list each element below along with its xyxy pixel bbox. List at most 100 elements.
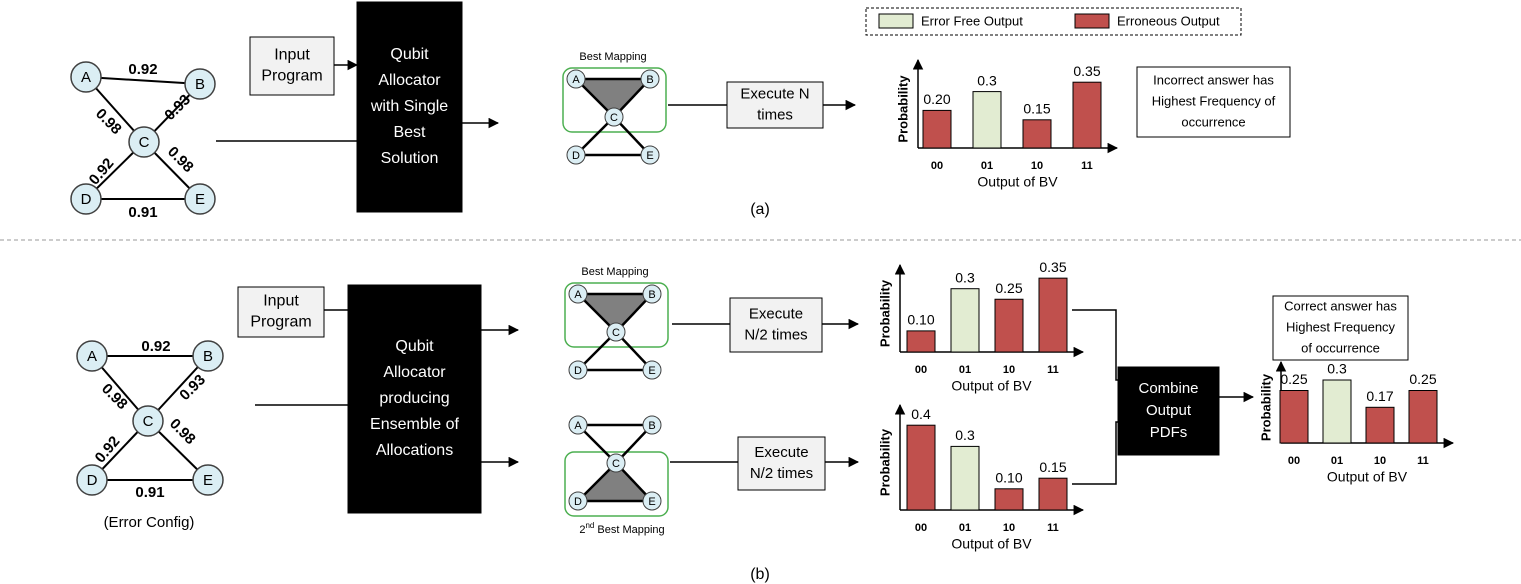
legend-label: Error Free Output [921,13,1023,28]
node-label: B [646,74,653,86]
caption: (a) [750,201,770,218]
node [70,61,102,93]
node-label: D [574,496,582,508]
node-label: A [574,420,582,432]
category-label: 01 [959,364,971,376]
box-text: Best [393,124,426,141]
mapping-label-part: Best Mapping [579,51,646,63]
node-label: A [81,69,91,86]
bar [994,298,1024,353]
bar [1038,477,1068,511]
node [642,360,662,380]
value-label: 0.25 [1280,371,1307,387]
box-text: Program [250,314,311,331]
legend-box [865,7,1242,36]
node [568,491,588,511]
box-text: Combine [1138,380,1198,397]
value-label: 0.35 [1073,63,1100,79]
y-axis-label: Probability [895,75,910,143]
box-text: Allocator [383,364,446,381]
node [184,183,216,215]
value-label: 0.3 [955,427,975,443]
value-label: 0.15 [1039,459,1066,475]
node-label: A [572,74,580,86]
node-label: B [195,76,205,93]
edge-weight: 0.98 [98,380,131,413]
node [642,284,662,304]
node-label: C [143,413,154,430]
value-label: 0.35 [1039,259,1066,275]
node [568,360,588,380]
node-label: C [612,458,620,470]
box-text: Qubit [395,338,434,355]
mapping-label: Best Mapping [579,51,646,63]
node [132,405,164,437]
mapping-label-part: 2 [579,524,585,536]
graph-label: (Error Config) [104,514,195,531]
bar [1365,406,1395,444]
box-text: Incorrect answer has [1153,72,1274,87]
category-label: 01 [1331,455,1343,467]
value-label: 0.25 [1409,371,1436,387]
node [568,284,588,304]
category-label: 11 [1047,364,1059,376]
box [1136,66,1291,138]
edge-weight: 0.98 [164,143,197,176]
connector [1072,309,1118,381]
bar [906,424,936,511]
box-text: Input [263,293,299,310]
box-text: N/2 times [750,465,813,482]
category-label: 00 [915,364,927,376]
bar [1038,277,1068,353]
box-text: Solution [381,150,439,167]
node [566,145,586,165]
y-axis-label: Probability [1258,373,1273,441]
node-label: A [87,348,97,365]
box-text: of occurrence [1301,340,1380,355]
category-label: 00 [931,160,943,172]
box-text: times [757,106,793,123]
node-label: E [648,496,655,508]
value-label: 0.20 [923,91,950,107]
box-text: Ensemble of [370,416,459,433]
value-label: 0.3 [977,72,997,88]
caption: (b) [750,566,770,583]
node [606,322,626,342]
node-label: A [574,289,582,301]
box [729,297,823,353]
category-label: 10 [1003,364,1015,376]
bar [950,445,980,511]
category-label: 00 [915,522,927,534]
mapped-triangle [576,79,650,117]
node [76,340,108,372]
bar [972,91,1002,149]
node-label: D [572,150,580,162]
node-label: E [646,150,653,162]
box-text: Program [261,68,322,85]
bar [922,109,952,149]
category-label: 10 [1374,455,1386,467]
y-axis-label: Probability [877,428,892,496]
category-label: 11 [1047,522,1059,534]
node-label: C [139,134,150,151]
box-text: Highest Frequency [1286,319,1396,334]
edge-weight: 0.92 [128,61,157,78]
node [640,69,660,89]
node [642,415,662,435]
value-label: 0.25 [995,280,1022,296]
node [568,415,588,435]
edge [85,76,201,85]
bar [1279,390,1309,444]
box-text: with Single [370,98,448,115]
mapping-label: 2nd Best Mapping [579,521,664,536]
category-label: 10 [1003,522,1015,534]
edge-weight: 0.91 [128,204,157,221]
box-text: Execute [749,305,803,322]
value-label: 0.10 [995,470,1022,486]
box-text: occurrence [1181,114,1245,129]
box [237,286,325,338]
node-label: D [81,191,92,208]
mapping-label-part: Best Mapping [594,524,664,536]
box-text: Allocations [376,442,453,459]
